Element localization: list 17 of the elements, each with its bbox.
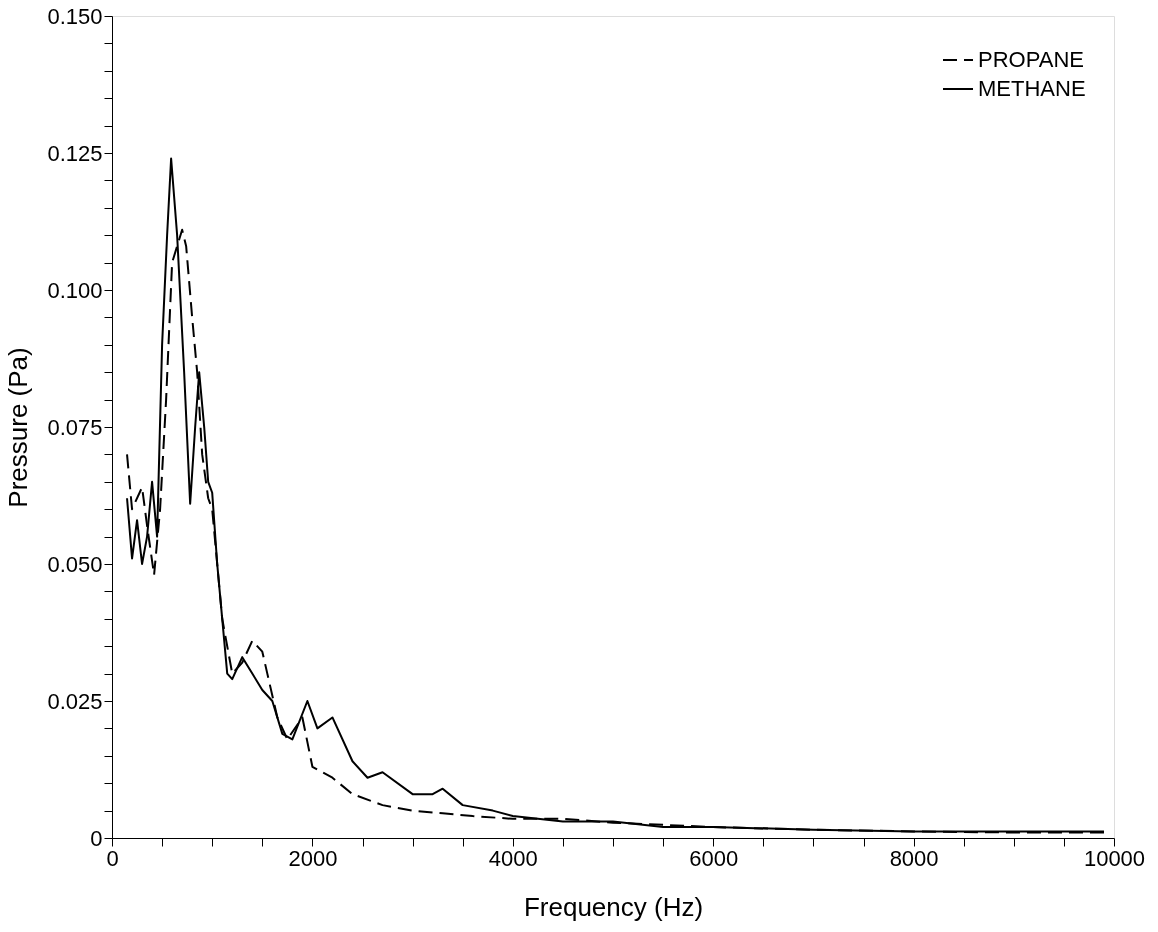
y-axis-title: Pressure (Pa)	[3, 347, 34, 508]
x-tick-label: 4000	[488, 845, 538, 871]
y-tick-label: 0.100	[47, 277, 103, 303]
x-tick-label: 8000	[889, 845, 939, 871]
y-tick-label: 0	[90, 825, 103, 851]
x-tick-label: 0	[106, 845, 119, 871]
y-tick-label: 0.050	[47, 551, 103, 577]
x-tick-label: 10000	[1083, 845, 1146, 871]
y-tick-label: 0.075	[47, 414, 103, 440]
x-axis-title: Frequency (Hz)	[523, 891, 704, 922]
legend-label: METHANE	[978, 76, 1086, 101]
x-tick-label: 2000	[288, 845, 338, 871]
x-tick-label: 6000	[689, 845, 739, 871]
y-tick-label: 0.125	[47, 140, 103, 166]
legend-label: PROPANE	[978, 47, 1084, 72]
y-tick-label: 0.150	[47, 3, 103, 29]
y-tick-label: 0.025	[47, 688, 103, 714]
